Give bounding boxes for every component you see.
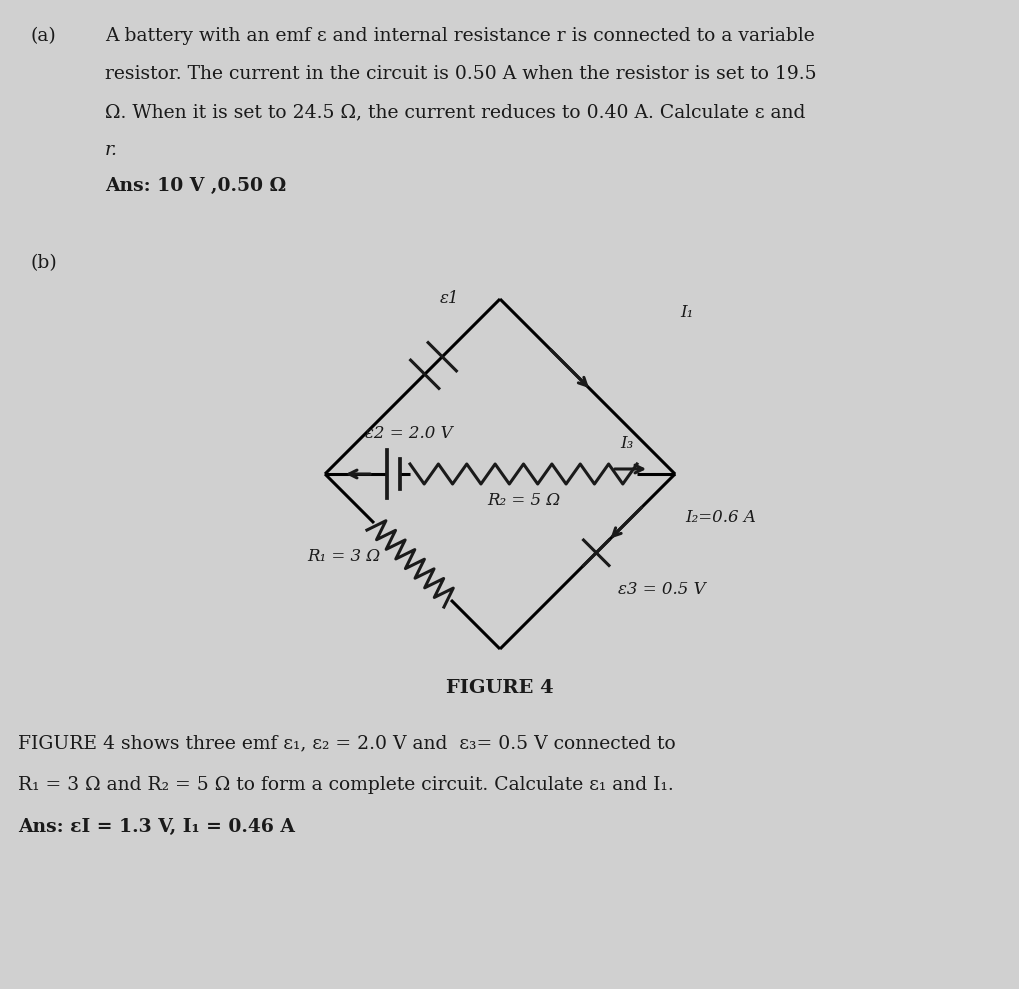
Text: resistor. The current in the circuit is 0.50 A when the resistor is set to 19.5: resistor. The current in the circuit is … [105, 65, 816, 83]
Text: Ans: εI = 1.3 V, I₁ = 0.46 A: Ans: εI = 1.3 V, I₁ = 0.46 A [18, 818, 294, 836]
Text: R₁ = 3 Ω: R₁ = 3 Ω [307, 548, 380, 565]
Text: A battery with an emf ε and internal resistance r is connected to a variable: A battery with an emf ε and internal res… [105, 27, 814, 45]
Text: Ω. When it is set to 24.5 Ω, the current reduces to 0.40 A. Calculate ε and: Ω. When it is set to 24.5 Ω, the current… [105, 103, 805, 121]
Text: FIGURE 4: FIGURE 4 [445, 679, 553, 697]
Text: r.: r. [105, 141, 118, 159]
Text: I₂=0.6 A: I₂=0.6 A [685, 509, 755, 526]
Text: ε1: ε1 [439, 290, 459, 307]
Text: I₃: I₃ [620, 435, 633, 452]
Text: ε3 = 0.5 V: ε3 = 0.5 V [618, 581, 705, 597]
Text: R₂ = 5 Ω: R₂ = 5 Ω [486, 492, 559, 509]
Text: R₁ = 3 Ω and R₂ = 5 Ω to form a complete circuit. Calculate ε₁ and I₁.: R₁ = 3 Ω and R₂ = 5 Ω to form a complete… [18, 776, 674, 794]
Text: I₁: I₁ [680, 304, 693, 321]
Text: (b): (b) [30, 254, 57, 272]
Text: FIGURE 4 shows three emf ε₁, ε₂ = 2.0 V and  ε₃= 0.5 V connected to: FIGURE 4 shows three emf ε₁, ε₂ = 2.0 V … [18, 734, 676, 752]
Text: Ans: 10 V ,0.50 Ω: Ans: 10 V ,0.50 Ω [105, 177, 286, 195]
Text: (a): (a) [30, 27, 56, 45]
Text: ε2 = 2.0 V: ε2 = 2.0 V [365, 425, 452, 442]
